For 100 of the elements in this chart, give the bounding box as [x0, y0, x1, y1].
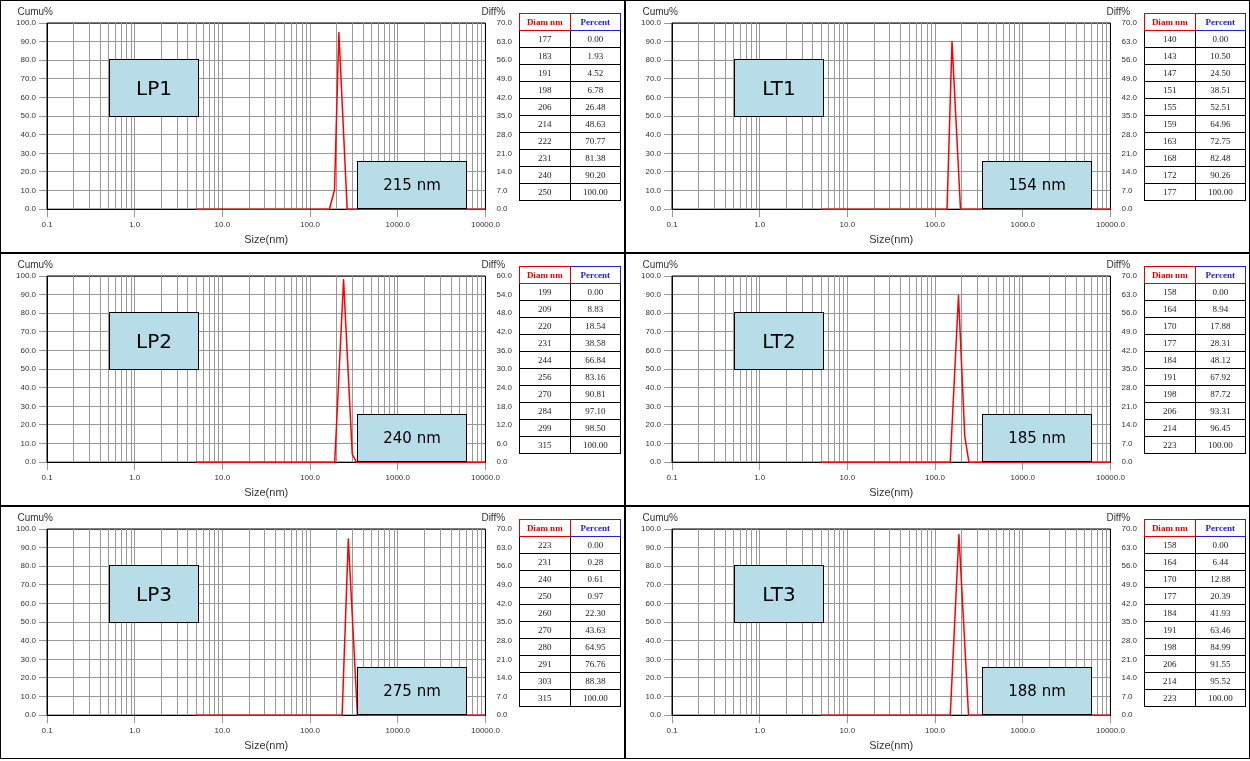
y-axis-title: Cumu%: [17, 511, 54, 523]
y-axis-title: Cumu%: [17, 258, 54, 270]
text: 299: [519, 419, 570, 437]
text: 206: [1144, 402, 1195, 420]
text: 168: [1144, 149, 1195, 167]
y2-tick-label: 42.0: [1121, 345, 1138, 355]
y-tick-label: 10.0: [645, 438, 662, 448]
y-tick-label: 100.0: [640, 524, 662, 534]
text: 170: [1144, 317, 1195, 335]
x-tick-label: 0.1: [666, 220, 679, 230]
y-tick-label: 90.0: [645, 36, 662, 46]
text: 4.52: [570, 64, 621, 82]
y2-tick-label: 49.0: [496, 580, 513, 590]
text: Diam nm: [1144, 519, 1195, 537]
y-tick-label: 30.0: [20, 401, 37, 411]
text: 81.38: [570, 149, 621, 167]
y-tick-label: 80.0: [20, 308, 37, 318]
text: 48.12: [1195, 351, 1246, 369]
y-tick-label: 100.0: [640, 18, 662, 28]
text: 76.76: [570, 655, 621, 673]
y2-tick-label: 56.0: [1121, 55, 1138, 65]
y-axis-title: Cumu%: [642, 5, 679, 17]
text: 158: [1144, 536, 1195, 554]
x-tick-label: 1.0: [129, 473, 141, 483]
x-tick-label: 1000.0: [1010, 220, 1036, 230]
y-tick-label: 40.0: [20, 382, 37, 392]
y2-tick-label: 21.0: [1121, 148, 1138, 158]
text: Percent: [570, 266, 621, 284]
y2-tick-label: 0.0: [1121, 204, 1134, 214]
text: 87.72: [1195, 385, 1246, 403]
text: 240: [519, 570, 570, 588]
y2-tick-label: 56.0: [1121, 308, 1138, 318]
y2-tick-label: 14.0: [1121, 673, 1138, 683]
text: 26.48: [570, 98, 621, 116]
y-tick-label: 90.0: [20, 289, 37, 299]
text: 95.52: [1195, 672, 1246, 690]
y-tick-label: 40.0: [645, 635, 662, 645]
y-axis-title: Cumu%: [17, 5, 54, 17]
y2-tick-label: 14.0: [1121, 420, 1138, 430]
text: 10.50: [1195, 47, 1246, 65]
text: 206: [519, 98, 570, 116]
text: 198: [1144, 385, 1195, 403]
text: 83.16: [570, 368, 621, 386]
text: 100.00: [1195, 183, 1246, 201]
text: 260: [519, 604, 570, 622]
y2-tick-label: 63.0: [1121, 289, 1138, 299]
y2-tick-label: 7.0: [1121, 185, 1134, 195]
text: 100.00: [570, 436, 621, 454]
y-tick-label: 40.0: [20, 129, 37, 139]
text: 98.50: [570, 419, 621, 437]
y-tick-label: 20.0: [645, 167, 662, 177]
y-tick-label: 0.0: [649, 710, 662, 720]
x-tick-label: 100.0: [925, 726, 946, 736]
text: Diam nm: [1144, 266, 1195, 284]
y-tick-label: 20.0: [20, 420, 37, 430]
y-tick-label: 70.0: [645, 580, 662, 590]
label-box: LT1: [734, 59, 824, 117]
label-box: LT3: [734, 565, 824, 623]
x-tick-label: 100.0: [925, 220, 946, 230]
y-tick-label: 90.0: [20, 542, 37, 552]
text: 198: [519, 81, 570, 99]
y-tick-label: 10.0: [20, 691, 37, 701]
text: 231: [519, 149, 570, 167]
text: Percent: [570, 13, 621, 31]
y-tick-label: 80.0: [20, 55, 37, 65]
label-box: 240 nm: [357, 414, 467, 462]
text: 191: [519, 64, 570, 82]
label-box: LP1: [109, 59, 199, 117]
text: 223: [519, 536, 570, 554]
y2-tick-label: 70.0: [1121, 271, 1138, 281]
text: 88.38: [570, 672, 621, 690]
y2-tick-label: 21.0: [496, 654, 513, 664]
label-box: LT2: [734, 312, 824, 370]
y-tick-label: 100.0: [640, 271, 662, 281]
text: Diam nm: [1144, 13, 1195, 31]
text: 67.92: [1195, 368, 1246, 386]
y2-tick-label: 56.0: [1121, 561, 1138, 571]
y2-tick-label: 28.0: [1121, 635, 1138, 645]
text: 214: [1144, 672, 1195, 690]
y-tick-label: 30.0: [645, 654, 662, 664]
y-tick-label: 30.0: [20, 148, 37, 158]
x-tick-label: 1.0: [754, 726, 766, 736]
text: 84.99: [1195, 638, 1246, 656]
text: 256: [519, 368, 570, 386]
y-tick-label: 0.0: [24, 204, 37, 214]
y-tick-label: 70.0: [20, 327, 37, 337]
text: 159: [1144, 115, 1195, 133]
y2-tick-label: 35.0: [496, 111, 513, 121]
text: 231: [519, 553, 570, 571]
text: 91.55: [1195, 655, 1246, 673]
text: 24.50: [1195, 64, 1246, 82]
y2-tick-label: 0.0: [496, 710, 509, 720]
y2-tick-label: 49.0: [1121, 74, 1138, 84]
x-tick-label: 10.0: [839, 473, 856, 483]
text: 164: [1144, 300, 1195, 318]
y2-tick-label: 70.0: [496, 18, 513, 28]
x-tick-label: 10.0: [214, 220, 231, 230]
x-tick-label: 1000.0: [385, 726, 411, 736]
text: 6.44: [1195, 553, 1246, 571]
text: 0.00: [1195, 536, 1246, 554]
